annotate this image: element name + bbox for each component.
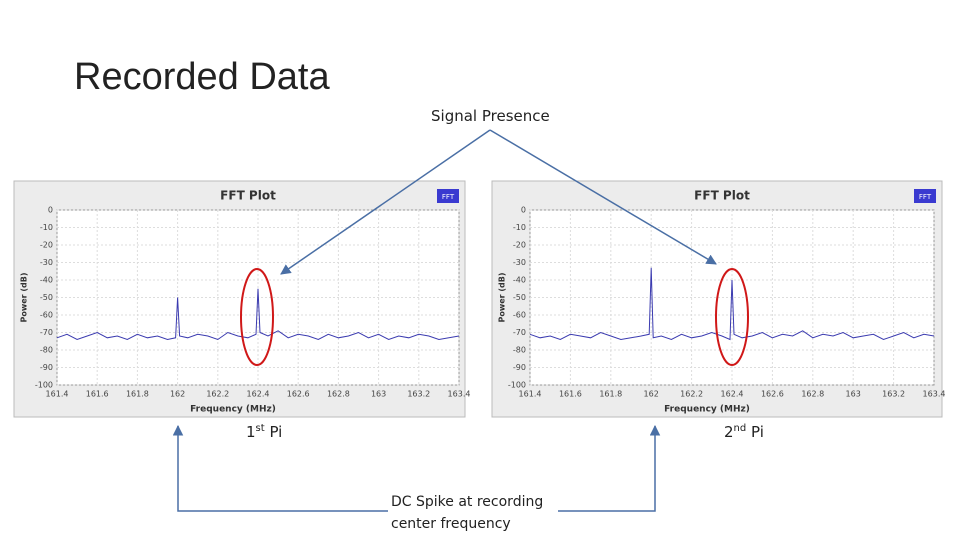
x-tick-label: 163.2 <box>882 390 905 399</box>
annotation: 1st Pi <box>246 423 282 441</box>
y-tick-label: -70 <box>513 328 526 337</box>
y-tick-label: -80 <box>513 346 526 355</box>
arrow <box>558 424 661 512</box>
y-tick-label: -20 <box>40 241 53 250</box>
y-tick-label: -70 <box>40 328 53 337</box>
label: Pi <box>751 423 764 441</box>
y-axis-label: Power (dB) <box>20 272 29 322</box>
arrow <box>280 129 491 275</box>
x-tick-label: 161.8 <box>126 390 149 399</box>
y-tick-label: -20 <box>513 241 526 250</box>
arrow <box>172 424 388 512</box>
y-tick-label: -100 <box>508 381 526 390</box>
badge-label: FFT <box>442 193 455 201</box>
x-tick-label: 163.4 <box>923 390 946 399</box>
fft-chart: FFT Plot FFT Frequency (MHz) Power (dB) 0 -10… <box>13 180 471 418</box>
y-tick-label: -10 <box>513 223 526 232</box>
arrow <box>489 129 717 265</box>
y-tick-label: -100 <box>35 381 53 390</box>
chart-title: FFT Plot <box>220 189 276 203</box>
series-line <box>56 288 460 341</box>
annotation: DC Spike at recording center frequency <box>391 491 543 535</box>
x-tick-label: 162 <box>644 390 659 399</box>
label: 1 <box>246 423 256 441</box>
x-tick-label: 162.6 <box>287 390 310 399</box>
fft-chart: FFT Plot FFT Frequency (MHz) Power (dB) 0 -10… <box>491 180 946 418</box>
label: Pi <box>269 423 283 441</box>
y-tick-label: -50 <box>513 293 526 302</box>
badge <box>914 189 936 203</box>
y-tick-label: 0 <box>48 206 53 215</box>
x-tick-label: 161.4 <box>519 390 542 399</box>
x-tick-label: 161.8 <box>599 390 622 399</box>
x-tick-label: 162.4 <box>721 390 744 399</box>
label: DC Spike at recording <box>391 494 544 510</box>
x-tick-label: 163.2 <box>407 390 430 399</box>
x-tick-label: 162.8 <box>801 390 824 399</box>
x-tick-label: 162.8 <box>327 390 350 399</box>
x-tick-label: 161.4 <box>46 390 69 399</box>
highlight-ellipse <box>715 268 749 366</box>
annotation: Signal Presence <box>431 107 550 125</box>
y-tick-label: -60 <box>40 311 53 320</box>
x-tick-label: 161.6 <box>86 390 109 399</box>
y-tick-label: -90 <box>40 363 53 372</box>
y-tick-label: -30 <box>40 258 53 267</box>
slide-title: Recorded Data <box>74 56 330 98</box>
label: nd <box>733 423 747 434</box>
y-tick-label: -80 <box>40 346 53 355</box>
y-tick-label: -60 <box>513 311 526 320</box>
y-tick-label: 0 <box>521 206 526 215</box>
highlight-ellipse <box>240 268 274 366</box>
x-tick-label: 162.4 <box>247 390 270 399</box>
x-tick-label: 162.2 <box>206 390 229 399</box>
y-tick-label: -40 <box>40 276 53 285</box>
x-tick-label: 162 <box>170 390 185 399</box>
label: 2 <box>724 423 734 441</box>
series-line <box>529 267 935 341</box>
label: st <box>255 423 265 434</box>
y-tick-label: -30 <box>513 258 526 267</box>
annotation: 2nd Pi <box>724 423 764 441</box>
x-axis-label: Frequency (MHz) <box>664 405 750 415</box>
x-tick-label: 161.6 <box>559 390 582 399</box>
y-tick-label: -40 <box>513 276 526 285</box>
x-tick-label: 162.2 <box>680 390 703 399</box>
x-tick-label: 163 <box>371 390 386 399</box>
x-tick-label: 162.6 <box>761 390 784 399</box>
y-tick-label: -10 <box>40 223 53 232</box>
badge-label: FFT <box>919 193 932 201</box>
chart-title: FFT Plot <box>694 189 750 203</box>
badge <box>437 189 459 203</box>
y-tick-label: -50 <box>40 293 53 302</box>
x-tick-label: 163 <box>846 390 861 399</box>
x-tick-label: 163.4 <box>448 390 471 399</box>
label: center frequency <box>391 516 511 532</box>
y-axis-label: Power (dB) <box>498 272 507 322</box>
x-axis-label: Frequency (MHz) <box>190 405 276 415</box>
y-tick-label: -90 <box>513 363 526 372</box>
